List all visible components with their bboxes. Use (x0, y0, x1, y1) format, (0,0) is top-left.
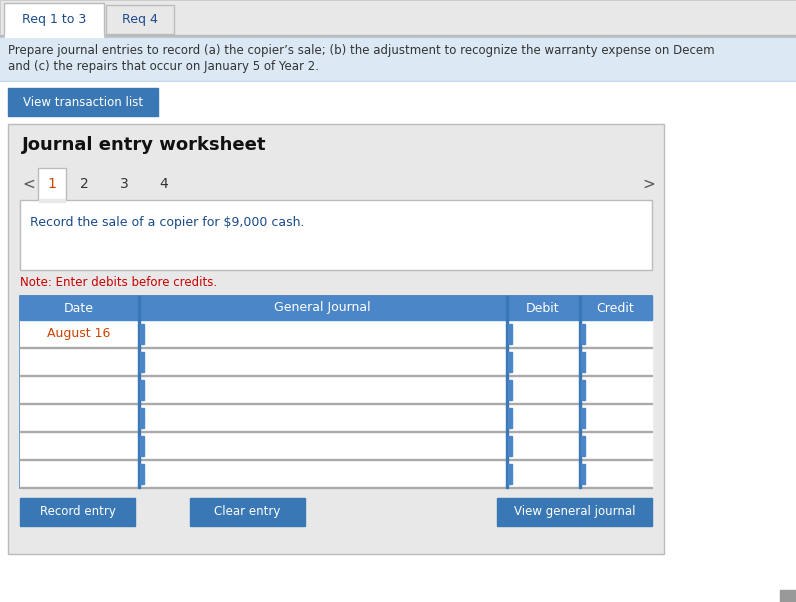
Text: General Journal: General Journal (274, 302, 370, 314)
Bar (782, 0, 796, 602)
Bar (38, 168, 66, 200)
Bar (508, 436, 512, 456)
Bar (508, 352, 512, 372)
Bar (20, 432, 652, 460)
Bar (4, 3, 104, 36)
Text: <: < (22, 176, 35, 191)
Bar (140, 324, 144, 344)
Bar (138, 296, 506, 320)
Bar (0, 36, 796, 82)
Bar (106, 5, 174, 34)
Bar (138, 404, 139, 432)
Bar (140, 380, 144, 400)
Bar (506, 320, 508, 348)
Bar (8, 124, 664, 554)
Bar (39, 199, 65, 202)
Bar (506, 296, 508, 320)
Bar (138, 376, 139, 404)
Bar (506, 348, 508, 376)
Text: Note: Enter debits before credits.: Note: Enter debits before credits. (20, 276, 217, 289)
Bar (138, 320, 139, 348)
Bar (20, 375, 652, 376)
Bar (190, 498, 305, 526)
Bar (20, 347, 652, 348)
Bar (20, 296, 138, 320)
Bar (138, 460, 139, 488)
Text: Date: Date (64, 302, 94, 314)
Text: 4: 4 (160, 177, 169, 191)
Bar (581, 408, 585, 428)
Bar (140, 352, 144, 372)
Bar (20, 431, 652, 432)
Bar (508, 464, 512, 484)
Bar (581, 324, 585, 344)
Bar (140, 436, 144, 456)
Bar (579, 348, 580, 376)
Bar (579, 376, 580, 404)
Bar (579, 296, 580, 320)
Bar (20, 376, 652, 404)
Bar (579, 320, 580, 348)
Bar (0, 81, 796, 82)
Bar (508, 380, 512, 400)
Bar (506, 376, 508, 404)
Bar (780, 590, 796, 602)
Text: Clear entry: Clear entry (214, 506, 281, 518)
Bar (506, 460, 508, 488)
Bar (508, 408, 512, 428)
Text: 3: 3 (119, 177, 128, 191)
Bar (5, 35, 103, 37)
Text: 1: 1 (48, 177, 57, 191)
Text: 2: 2 (80, 177, 88, 191)
Bar (0, 88, 796, 122)
Bar (579, 296, 652, 320)
Bar (506, 296, 579, 320)
Bar (20, 487, 652, 488)
Bar (20, 348, 652, 376)
Bar (506, 432, 508, 460)
Text: Prepare journal entries to record (a) the copier’s sale; (b) the adjustment to r: Prepare journal entries to record (a) th… (8, 44, 715, 57)
Bar (579, 460, 580, 488)
Bar (581, 380, 585, 400)
Text: Journal entry worksheet: Journal entry worksheet (22, 136, 267, 154)
Bar (20, 460, 652, 488)
Bar (138, 296, 139, 320)
Text: Req 1 to 3: Req 1 to 3 (21, 13, 86, 26)
Bar (0, 36, 796, 37)
Bar (8, 88, 158, 116)
Bar (138, 432, 139, 460)
Text: >: > (642, 176, 655, 191)
Text: View transaction list: View transaction list (23, 96, 143, 108)
Bar (140, 408, 144, 428)
Bar (20, 498, 135, 526)
Bar (497, 498, 652, 526)
Bar (581, 436, 585, 456)
Bar (579, 432, 580, 460)
Bar (0, 82, 796, 88)
Bar (508, 324, 512, 344)
Text: Record the sale of a copier for $9,000 cash.: Record the sale of a copier for $9,000 c… (30, 216, 305, 229)
Bar (20, 296, 652, 488)
Bar (0, 0, 796, 36)
Bar (20, 403, 652, 404)
Text: View general journal: View general journal (513, 506, 635, 518)
Bar (20, 459, 652, 460)
Bar (20, 320, 652, 348)
Text: August 16: August 16 (47, 327, 111, 341)
Bar (20, 404, 652, 432)
Bar (579, 404, 580, 432)
Bar (0, 35, 796, 36)
Text: Debit: Debit (525, 302, 560, 314)
Bar (506, 404, 508, 432)
Bar (581, 464, 585, 484)
Text: Record entry: Record entry (40, 506, 115, 518)
Text: and (c) the repairs that occur on January 5 of Year 2.: and (c) the repairs that occur on Januar… (8, 60, 319, 73)
Bar (581, 352, 585, 372)
Text: Credit: Credit (597, 302, 634, 314)
Bar (138, 348, 139, 376)
Text: Req 4: Req 4 (122, 13, 158, 26)
Bar (20, 200, 652, 270)
Bar (140, 464, 144, 484)
